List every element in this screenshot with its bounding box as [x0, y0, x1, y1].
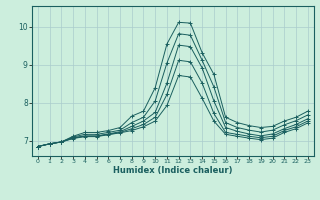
X-axis label: Humidex (Indice chaleur): Humidex (Indice chaleur) [113, 166, 233, 175]
